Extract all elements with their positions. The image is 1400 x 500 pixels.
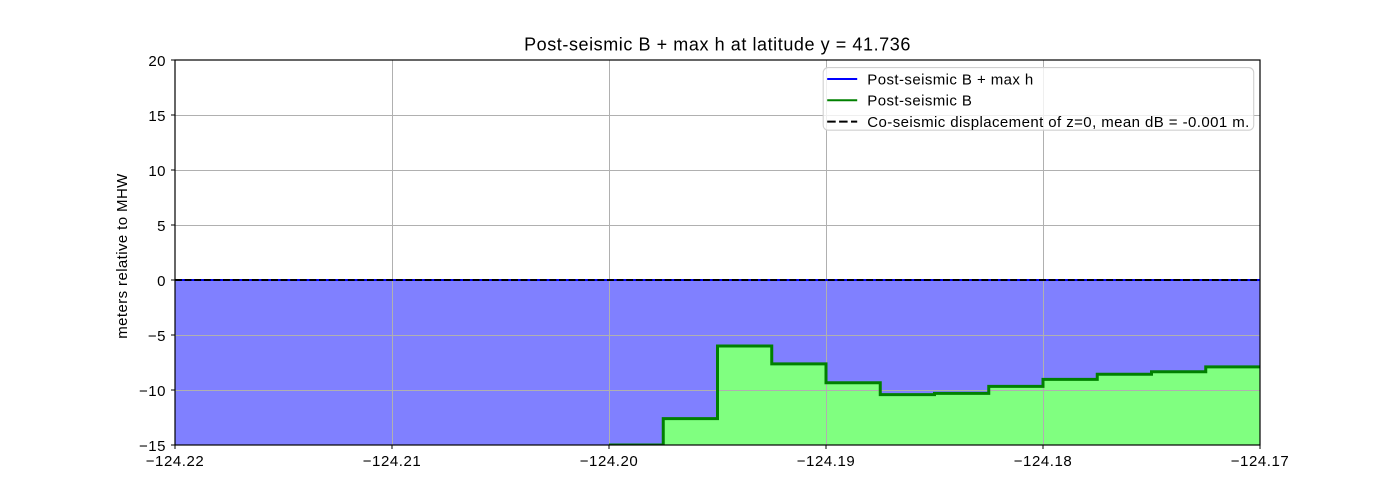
svg-text:−5: −5 — [148, 328, 166, 345]
svg-text:−124.20: −124.20 — [580, 453, 639, 470]
svg-text:20: 20 — [148, 53, 166, 70]
svg-text:−124.18: −124.18 — [1014, 453, 1073, 470]
svg-text:5: 5 — [157, 218, 166, 235]
svg-text:meters relative to MHW: meters relative to MHW — [114, 173, 131, 339]
svg-text:Post-seismic B: Post-seismic B — [867, 93, 972, 110]
svg-text:15: 15 — [148, 108, 166, 125]
svg-text:Post-seismic B + max h: Post-seismic B + max h — [867, 71, 1033, 88]
svg-text:0: 0 — [157, 273, 166, 290]
svg-text:Post-seismic B + max h at lati: Post-seismic B + max h at latitude y = 4… — [524, 35, 911, 55]
svg-text:−10: −10 — [139, 383, 166, 400]
svg-text:−124.22: −124.22 — [146, 453, 205, 470]
svg-text:−124.17: −124.17 — [1231, 453, 1290, 470]
svg-text:−124.21: −124.21 — [363, 453, 422, 470]
svg-text:−124.19: −124.19 — [797, 453, 856, 470]
svg-text:−15: −15 — [139, 438, 166, 455]
svg-text:10: 10 — [148, 163, 166, 180]
svg-text:Co-seismic displacement of z=0: Co-seismic displacement of z=0, mean dB … — [867, 114, 1249, 131]
